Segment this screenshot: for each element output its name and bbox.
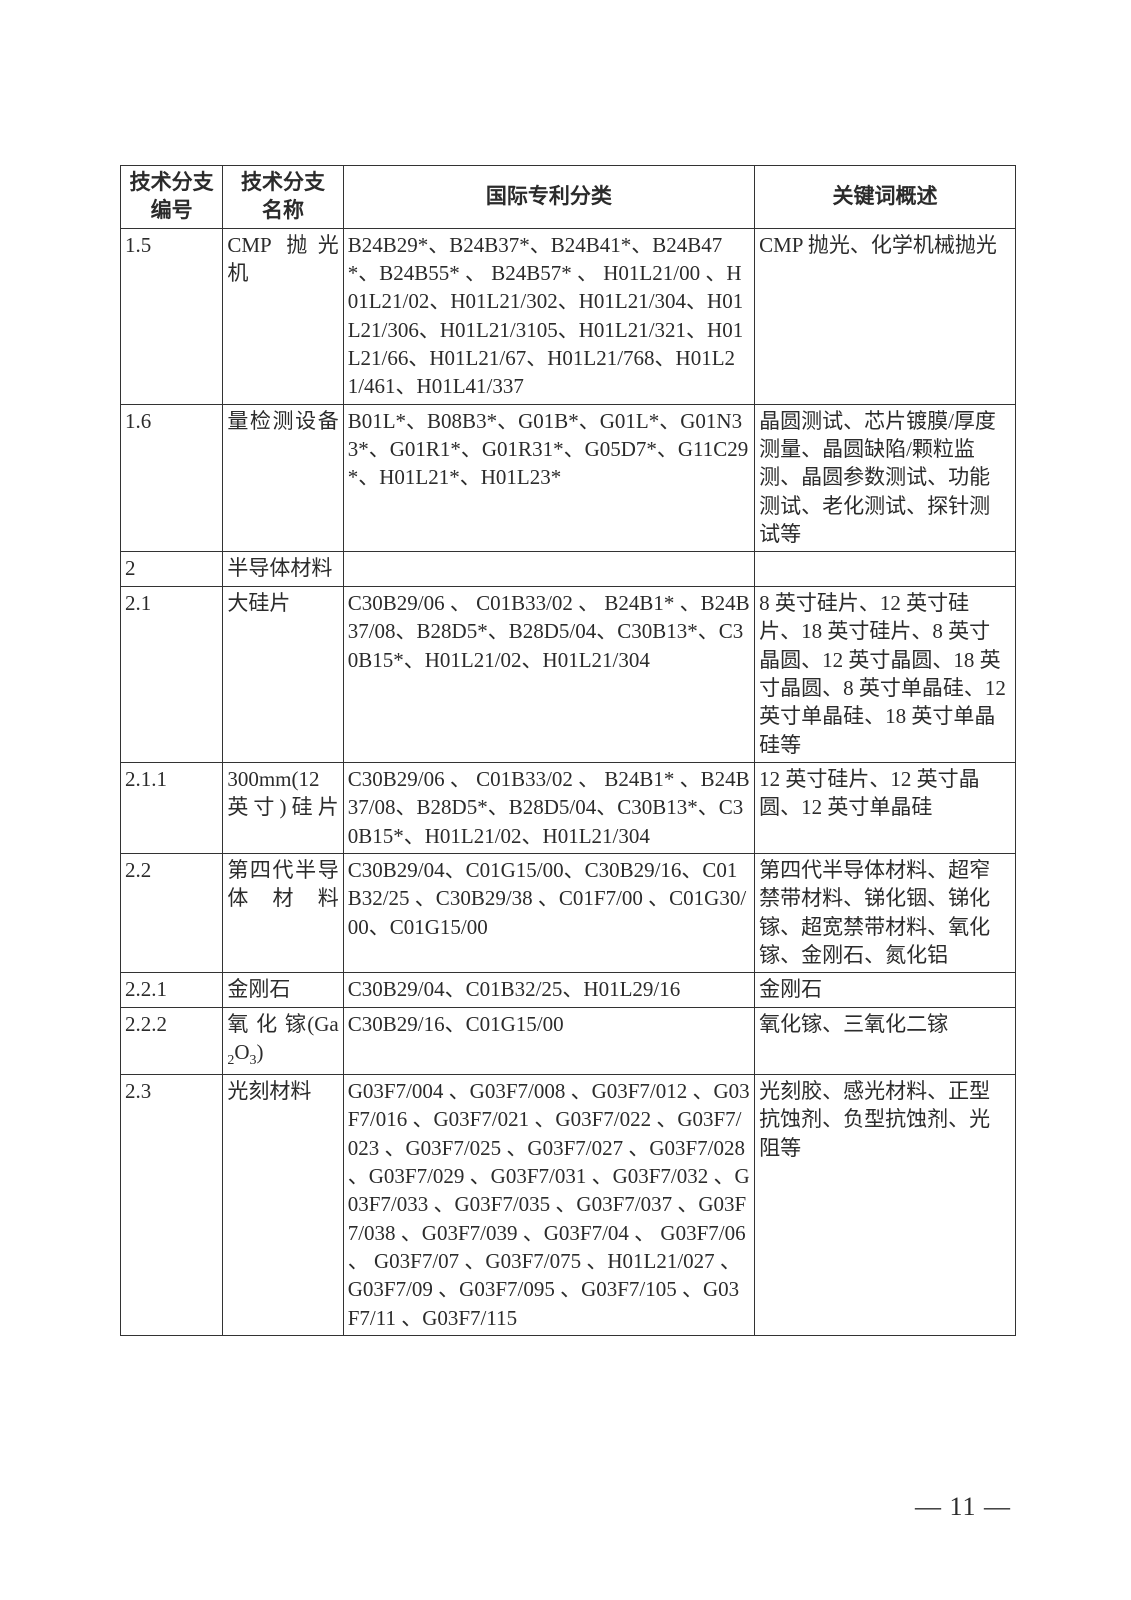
th-text: 技术分支 — [227, 168, 338, 196]
cell-keywords: 12 英寸硅片、12 英寸晶圆、12 英寸单晶硅 — [755, 762, 1016, 853]
cell-branch-id: 2 — [121, 552, 223, 586]
table-row: 2.1.1300mm(12英寸)硅片C30B29/06 、 C01B33/02 … — [121, 762, 1016, 853]
tech-classification-table: 技术分支 编号 技术分支 名称 国际专利分类 关键词概述 1.5CMP 抛光机B… — [120, 165, 1016, 1336]
cell-ipc: B01L*、B08B3*、G01B*、G01L*、G01N33*、G01R1*、… — [343, 404, 754, 552]
table-row: 1.5CMP 抛光机B24B29*、B24B37*、B24B41*、B24B47… — [121, 228, 1016, 404]
table-row: 2.1大硅片C30B29/06 、 C01B33/02 、 B24B1* 、B2… — [121, 586, 1016, 762]
cell-branch-id: 2.3 — [121, 1075, 223, 1336]
table-body: 1.5CMP 抛光机B24B29*、B24B37*、B24B41*、B24B47… — [121, 228, 1016, 1335]
cell-branch-id: 2.1 — [121, 586, 223, 762]
cell-keywords: 氧化镓、三氧化二镓 — [755, 1007, 1016, 1074]
table-row: 2半导体材料 — [121, 552, 1016, 586]
cell-ipc — [343, 552, 754, 586]
th-text: 名称 — [227, 196, 338, 224]
th-text: 技术分支 — [125, 168, 218, 196]
th-branch-name: 技术分支 名称 — [223, 166, 343, 229]
table-header: 技术分支 编号 技术分支 名称 国际专利分类 关键词概述 — [121, 166, 1016, 229]
cell-branch-name: 光刻材料 — [223, 1075, 343, 1336]
cell-ipc: C30B29/06 、 C01B33/02 、 B24B1* 、B24B37/0… — [343, 762, 754, 853]
cell-keywords: 晶圆测试、芯片镀膜/厚度测量、晶圆缺陷/颗粒监测、晶圆参数测试、功能测试、老化测… — [755, 404, 1016, 552]
table-row: 2.3光刻材料G03F7/004 、G03F7/008 、G03F7/012 、… — [121, 1075, 1016, 1336]
cell-branch-name: 量检测设备 — [223, 404, 343, 552]
th-branch-id: 技术分支 编号 — [121, 166, 223, 229]
cell-keywords: 8 英寸硅片、12 英寸硅片、18 英寸硅片、8 英寸晶圆、12 英寸晶圆、18… — [755, 586, 1016, 762]
cell-branch-name: CMP 抛光机 — [223, 228, 343, 404]
cell-ipc: B24B29*、B24B37*、B24B41*、B24B47*、B24B55* … — [343, 228, 754, 404]
cell-branch-id: 1.5 — [121, 228, 223, 404]
cell-branch-id: 2.2.2 — [121, 1007, 223, 1074]
cell-ipc: C30B29/06 、 C01B33/02 、 B24B1* 、B24B37/0… — [343, 586, 754, 762]
cell-branch-id: 1.6 — [121, 404, 223, 552]
cell-keywords: 金刚石 — [755, 973, 1016, 1007]
cell-ipc: C30B29/16、C01G15/00 — [343, 1007, 754, 1074]
th-ipc: 国际专利分类 — [343, 166, 754, 229]
cell-branch-id: 2.2.1 — [121, 973, 223, 1007]
cell-ipc: C30B29/04、C01G15/00、C30B29/16、C01B32/25 … — [343, 853, 754, 972]
th-keywords: 关键词概述 — [755, 166, 1016, 229]
cell-branch-name: 第四代半导体材料 — [223, 853, 343, 972]
th-text: 编号 — [125, 196, 218, 224]
cell-branch-name: 300mm(12英寸)硅片 — [223, 762, 343, 853]
cell-keywords: 第四代半导体材料、超窄禁带材料、锑化铟、锑化镓、超宽禁带材料、氧化镓、金刚石、氮… — [755, 853, 1016, 972]
table-row: 1.6量检测设备B01L*、B08B3*、G01B*、G01L*、G01N33*… — [121, 404, 1016, 552]
cell-ipc: G03F7/004 、G03F7/008 、G03F7/012 、G03F7/0… — [343, 1075, 754, 1336]
cell-branch-id: 2.2 — [121, 853, 223, 972]
page-number: — 11 — — [915, 1492, 1011, 1522]
document-page: 技术分支 编号 技术分支 名称 国际专利分类 关键词概述 1.5CMP 抛光机B… — [0, 0, 1131, 1600]
cell-keywords: 光刻胶、感光材料、正型抗蚀剂、负型抗蚀剂、光阻等 — [755, 1075, 1016, 1336]
cell-branch-name: 氧 化 镓(Ga2O3) — [223, 1007, 343, 1074]
table-row: 2.2.1金刚石C30B29/04、C01B32/25、H01L29/16金刚石 — [121, 973, 1016, 1007]
cell-branch-name: 大硅片 — [223, 586, 343, 762]
cell-branch-id: 2.1.1 — [121, 762, 223, 853]
cell-keywords: CMP 抛光、化学机械抛光 — [755, 228, 1016, 404]
table-row: 2.2第四代半导体材料C30B29/04、C01G15/00、C30B29/16… — [121, 853, 1016, 972]
cell-branch-name: 半导体材料 — [223, 552, 343, 586]
cell-keywords — [755, 552, 1016, 586]
table-row: 2.2.2氧 化 镓(Ga2O3)C30B29/16、C01G15/00氧化镓、… — [121, 1007, 1016, 1074]
cell-branch-name: 金刚石 — [223, 973, 343, 1007]
cell-ipc: C30B29/04、C01B32/25、H01L29/16 — [343, 973, 754, 1007]
